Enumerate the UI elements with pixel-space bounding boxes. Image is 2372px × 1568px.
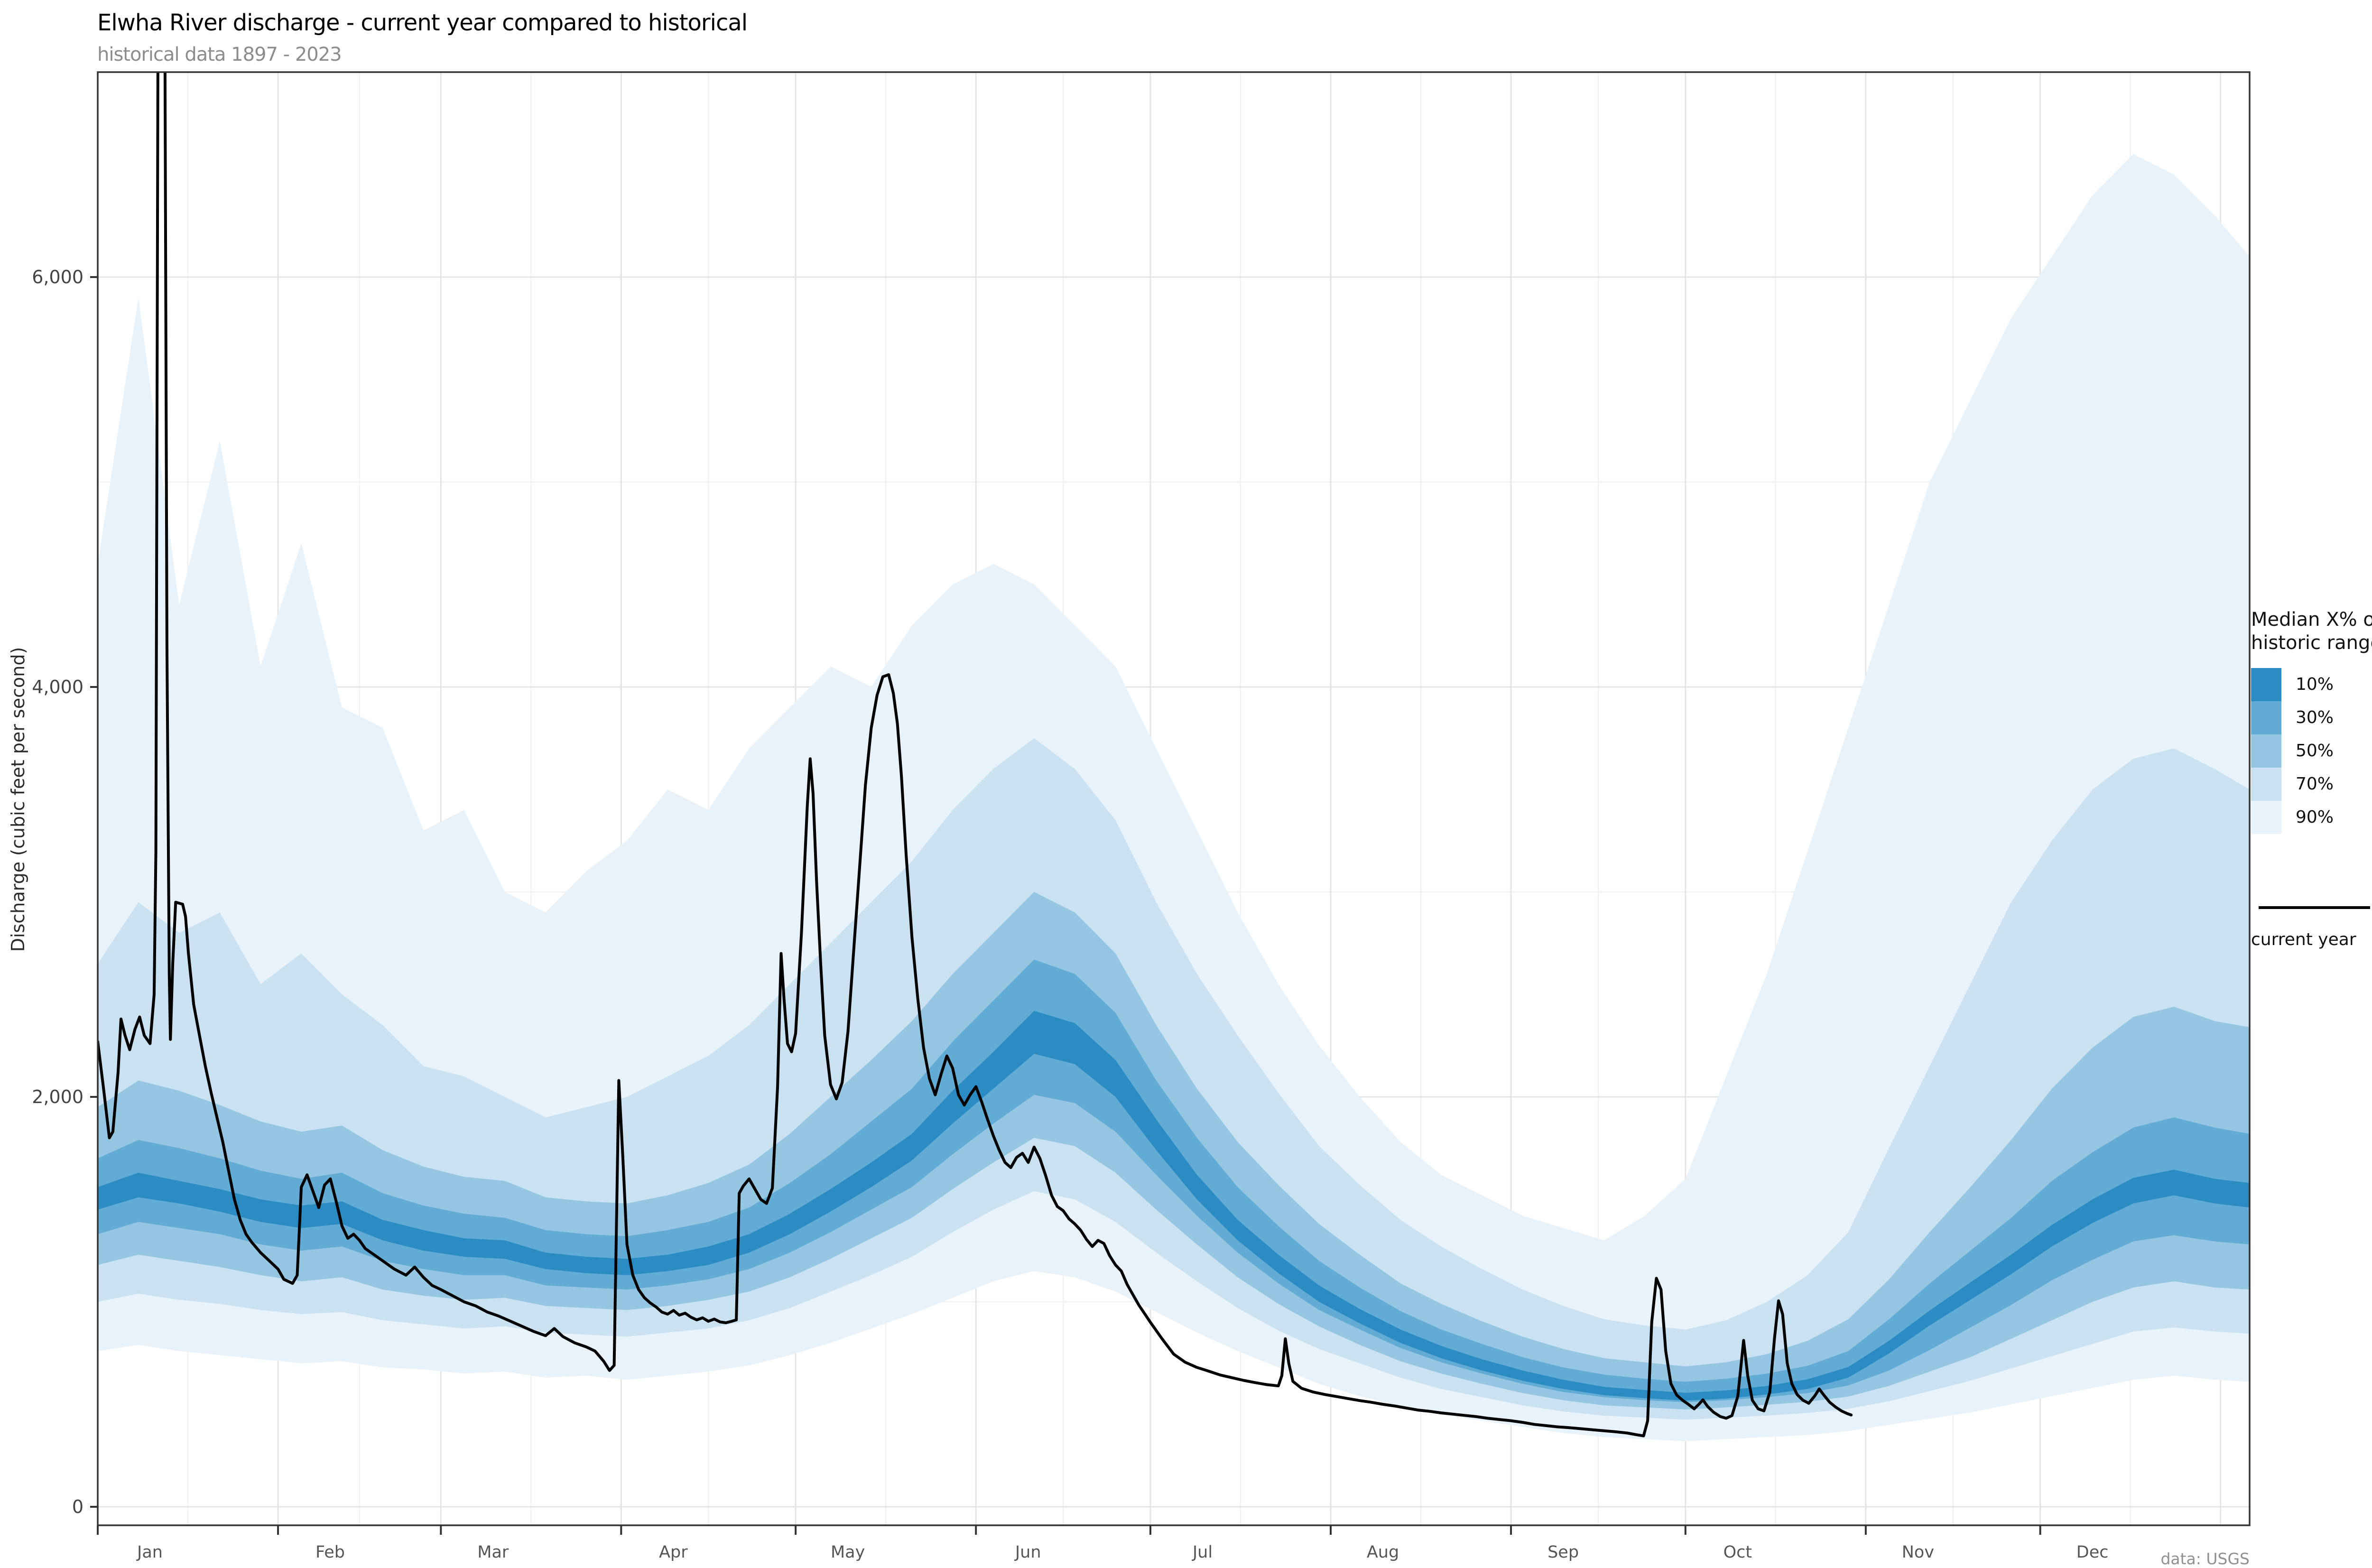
x-tick-label: May: [831, 1543, 865, 1562]
legend-swatch-30%: [2251, 701, 2281, 734]
legend-item-70%: 70%: [2251, 767, 2372, 801]
current-year-line-sample: [2259, 906, 2370, 909]
x-tick-label: Aug: [1367, 1543, 1399, 1562]
legend-swatch-list: 10% 30% 50% 70% 90%: [2251, 668, 2372, 834]
y-tick-label: 4,000: [32, 677, 83, 697]
legend-item-30%: 30%: [2251, 701, 2372, 734]
data-source-caption: data: USGS: [2160, 1549, 2250, 1568]
legend: Median X% of historic range 10% 30% 50% 70%…: [2251, 608, 2372, 949]
current-year-series: [98, 72, 1853, 1438]
legend-swatch-10%: [2251, 668, 2281, 701]
current-year-label: current year: [2251, 929, 2356, 949]
legend-label: 90%: [2296, 807, 2334, 827]
y-tick-label: 0: [72, 1496, 83, 1517]
legend-label: 50%: [2296, 741, 2334, 761]
x-tick-label: Feb: [315, 1543, 345, 1562]
legend-label: 30%: [2296, 708, 2334, 728]
y-tick-label: 2,000: [32, 1086, 83, 1107]
panel-border: [97, 71, 2251, 1526]
x-tick-label: Dec: [2076, 1543, 2109, 1562]
x-tick-label: Sep: [1547, 1543, 1579, 1562]
y-axis-title: Discharge (cubic feet per second): [8, 647, 28, 952]
legend-swatch-70%: [2251, 767, 2281, 801]
page-title: Elwha River discharge - current year com…: [97, 9, 748, 36]
x-tick-label: Apr: [659, 1543, 688, 1562]
legend-swatch-50%: [2251, 734, 2281, 768]
band-30%: [98, 959, 2250, 1402]
current-year-line: [98, 72, 1853, 1438]
legend-item-50%: 50%: [2251, 734, 2372, 768]
legend-item-90%: 90%: [2251, 800, 2372, 834]
x-tick-label: Nov: [1902, 1543, 1934, 1562]
chart-subtitle: historical data 1897 - 2023: [97, 44, 342, 65]
legend-label: 10%: [2296, 675, 2334, 695]
x-tick-label: Oct: [1723, 1543, 1752, 1562]
legend-swatch-90%: [2251, 800, 2281, 834]
axes: 0 2,000 4,000 6,000 Jan Feb Mar Apr May Jun Jul Aug…: [32, 267, 2108, 1562]
x-tick-label: Mar: [477, 1543, 509, 1562]
legend-title: Median X% of historic range: [2251, 609, 2372, 654]
x-tick-label: Jul: [1192, 1543, 1213, 1562]
x-tick-label: Jan: [136, 1543, 163, 1562]
legend-label: 70%: [2296, 774, 2334, 794]
legend-item-10%: 10%: [2251, 668, 2372, 701]
y-tick-label: 6,000: [32, 267, 83, 288]
x-tick-label: Jun: [1014, 1543, 1041, 1562]
